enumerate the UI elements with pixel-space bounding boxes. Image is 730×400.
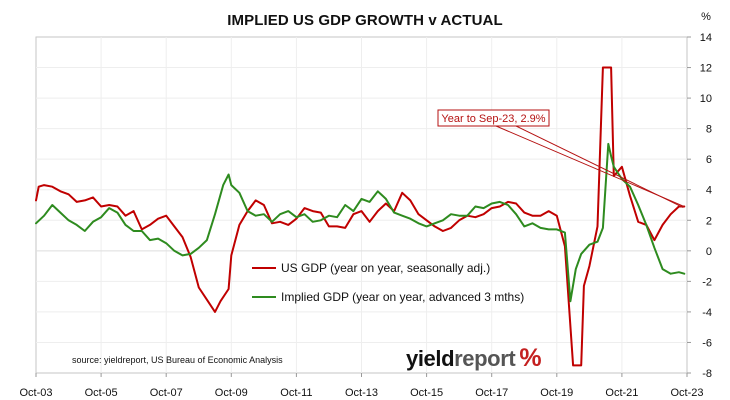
annotation-box [437, 109, 550, 127]
x-tick-label: Oct-17 [475, 387, 508, 399]
axis-layer: Oct-03 Oct-05 Oct-07 Oct-09 Oct-11 Oct-13 Oct-… [19, 11, 712, 399]
y-tick-label: -8 [702, 368, 712, 380]
source-note: source: yieldreport, US Bureau of Econom… [72, 355, 283, 365]
y-tick-label: -2 [702, 276, 712, 288]
x-tick-label: Oct-21 [605, 387, 638, 399]
y-tick-label: 4 [706, 185, 712, 197]
series-line-us-gdp [35, 66, 686, 367]
legend-layer: US GDP (year on year, seasonally adj.) Im… [252, 261, 524, 304]
y-tick-label: 14 [700, 32, 712, 44]
logo-report-text: report [454, 346, 516, 371]
x-tick-label: Oct-09 [215, 387, 248, 399]
series-line-implied-gdp [35, 142, 686, 303]
y-tick-label: 6 [706, 154, 712, 166]
x-tick-label: Oct-13 [345, 387, 378, 399]
x-tick-label: Oct-11 [280, 387, 312, 399]
grid-layer [35, 36, 688, 374]
y-tick-label: -4 [702, 307, 712, 319]
x-tick-label: Oct-03 [19, 387, 52, 399]
legend-label-implied-gdp: Implied GDP (year on year, advanced 3 mt… [281, 290, 524, 304]
y-tick-label: 8 [706, 124, 712, 136]
x-tick-label: Oct-23 [670, 387, 703, 399]
annotation-layer: Year to Sep-23, 2.9% [437, 109, 685, 208]
y-axis-unit-label: % [701, 11, 711, 23]
y-tick-label: 0 [706, 246, 712, 258]
logo-yield-text: yield [406, 346, 455, 371]
y-tick-label: 12 [700, 63, 712, 75]
yieldreport-logo: yieldreport% [406, 344, 542, 372]
x-tick-label: Oct-15 [410, 387, 443, 399]
y-tick-label: 10 [700, 93, 712, 105]
logo-percent-icon: % [519, 344, 542, 372]
annotation-leader-line [515, 125, 684, 208]
x-tick-label: Oct-05 [85, 387, 118, 399]
y-tick-label: 2 [706, 215, 712, 227]
annotation-label: Year to Sep-23, 2.9% [441, 113, 545, 125]
chart-title: IMPLIED US GDP GROWTH v ACTUAL [227, 12, 503, 29]
x-tick-label: Oct-19 [540, 387, 573, 399]
legend-label-us-gdp: US GDP (year on year, seasonally adj.) [281, 261, 490, 275]
source-layer: source: yieldreport, US Bureau of Econom… [72, 355, 283, 365]
series-layer [35, 66, 686, 367]
y-tick-label: -6 [702, 337, 712, 349]
x-tick-label: Oct-07 [150, 387, 183, 399]
